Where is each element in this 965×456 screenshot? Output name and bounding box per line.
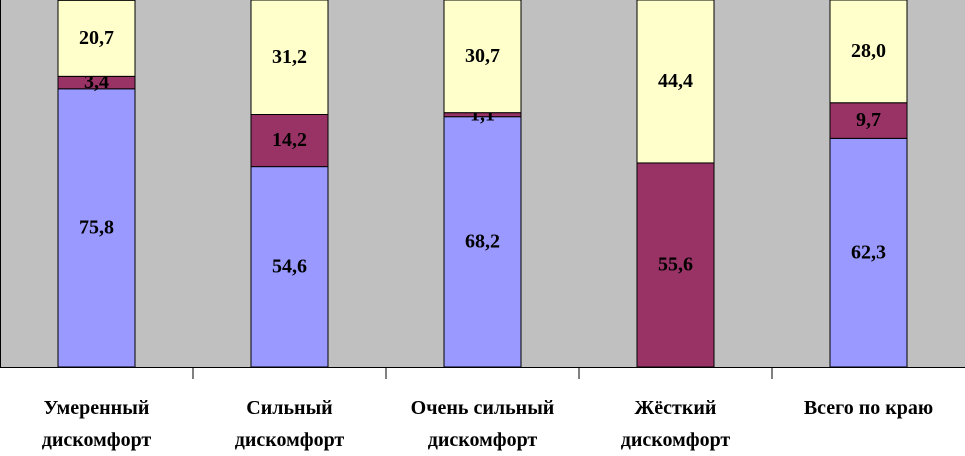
value-label: 68,2 xyxy=(465,230,500,252)
x-tick-label: Сильный дискомфорт xyxy=(234,397,345,451)
x-tick-label: Жёсткий дискомфорт xyxy=(620,397,731,451)
value-label: 75,8 xyxy=(79,217,114,239)
value-label: 44,4 xyxy=(658,70,693,92)
bar-segment xyxy=(829,137,908,368)
bar-segment xyxy=(57,0,136,77)
bar-segment xyxy=(57,88,136,368)
x-tick-label: Умеренный дискомфорт xyxy=(41,397,152,451)
x-tick-label: Всего по краю xyxy=(803,397,934,419)
bar-segment xyxy=(443,0,522,114)
value-label: 30,7 xyxy=(465,45,500,67)
value-label: 54,6 xyxy=(272,255,307,277)
value-label: 31,2 xyxy=(272,46,307,68)
value-label: 20,7 xyxy=(79,27,114,49)
bar-segment xyxy=(250,0,329,116)
value-label: 9,7 xyxy=(856,109,881,131)
value-label: 62,3 xyxy=(851,241,886,263)
bar-segment xyxy=(829,0,908,104)
value-label: 14,2 xyxy=(272,129,307,151)
value-label: 55,6 xyxy=(658,254,693,276)
value-label: 28,0 xyxy=(851,40,886,62)
bar-segment xyxy=(636,0,715,164)
x-tick-label: Очень сильный дискомфорт xyxy=(410,397,555,451)
